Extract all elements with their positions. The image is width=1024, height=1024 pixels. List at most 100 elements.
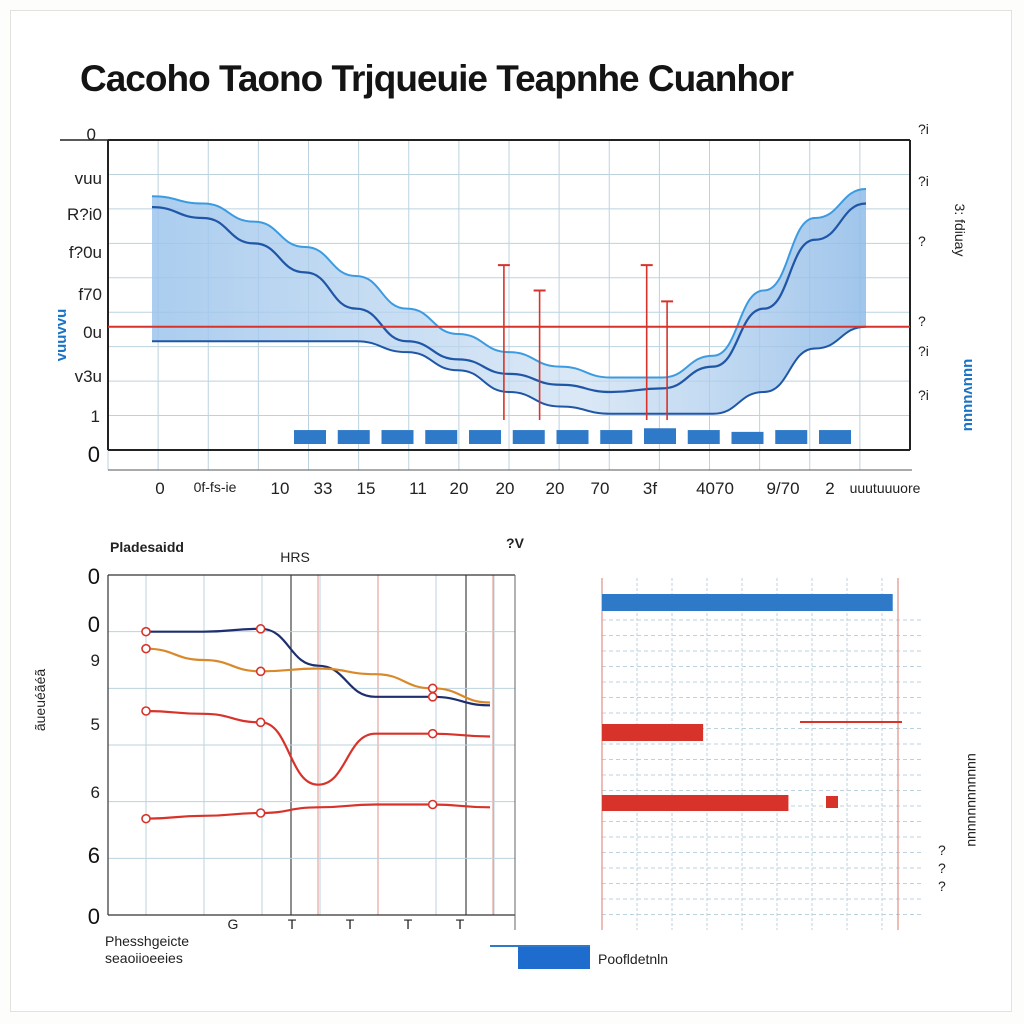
bl-footer-line-1: Phesshgeicte	[105, 933, 189, 949]
bl-chart-axes	[107, 574, 515, 916]
top-line-series	[108, 188, 910, 415]
bl-y-tick-labels: 0 0 9 5 6 6 0	[88, 564, 100, 929]
bl-point	[141, 643, 151, 654]
bl-y-tick: 9	[91, 651, 100, 670]
top-bar	[687, 430, 720, 444]
top-right-tick: ?i	[918, 387, 929, 403]
top-bar	[644, 428, 676, 444]
top-x-tick: 9/70	[766, 479, 799, 498]
top-x-axis-label: uuutuuuore	[850, 480, 921, 496]
top-bar	[556, 430, 589, 444]
br-bar-red-2	[602, 795, 789, 811]
top-area-series	[152, 189, 866, 414]
top-bar	[512, 430, 545, 444]
bl-y-tick: 6	[91, 783, 100, 802]
legend-label: Poofldetnln	[598, 951, 668, 967]
top-y-tick: 0	[87, 125, 96, 144]
bl-point	[255, 624, 266, 634]
bl-point	[255, 717, 266, 728]
top-chart-axes	[60, 139, 911, 451]
bl-point	[427, 728, 438, 739]
bl-footer-line-2: seaoiioeeies	[105, 950, 183, 966]
top-mid-line	[151, 202, 867, 394]
bl-x-tick: G	[228, 916, 239, 932]
bl-y-tick: 0	[88, 564, 100, 589]
bl-point	[427, 799, 438, 810]
bl-point	[427, 683, 438, 694]
top-x-tick: 11	[409, 479, 427, 498]
top-x-tick: 4070	[696, 479, 734, 498]
br-side-marks: ? ? ?	[938, 842, 946, 894]
bl-y-tick: 6	[88, 843, 100, 868]
top-bar	[731, 431, 764, 444]
top-y-tick: 1	[91, 407, 100, 426]
bl-point	[427, 692, 438, 702]
top-x-tick-labels: 0 0f-fs-ie 10 33 15 11 20 20 20 70 3f 40…	[155, 479, 834, 498]
top-bar	[600, 430, 633, 444]
top-x-tick: 3f	[643, 479, 657, 498]
bl-x-tick: T	[404, 916, 413, 932]
top-right-tick: ?	[918, 233, 926, 249]
br-top-label: ?V	[506, 535, 525, 551]
top-bar-series	[294, 428, 851, 444]
top-right-tick: ?	[918, 313, 926, 329]
top-x-tick: 70	[591, 479, 610, 498]
top-bar	[337, 430, 370, 444]
top-right-side-text: 3: fdiuay	[952, 204, 968, 257]
top-bar	[819, 430, 851, 444]
top-bar	[469, 430, 501, 444]
bl-line-series	[141, 624, 491, 824]
top-right-tick: ?i	[918, 121, 929, 137]
top-bar	[425, 430, 458, 444]
top-y-tick: R?i0	[67, 205, 102, 224]
top-x-tick: 0	[155, 479, 164, 498]
top-y-tick: f?0u	[69, 243, 102, 262]
bl-top-label: HRS	[280, 549, 310, 565]
top-x-tick: 15	[357, 479, 376, 498]
top-upper-line	[151, 188, 867, 379]
bl-point	[141, 706, 151, 716]
bl-point	[141, 626, 151, 637]
top-x-tick: 0f-fs-ie	[194, 479, 237, 495]
top-y-axis-label: vuuvvu	[53, 309, 70, 362]
top-y-tick-labels: 0 vuu R?i0 f?0u f70 0u v3u 1 0	[67, 125, 102, 467]
br-y-axis-label: uuuuuuuuuuuu	[965, 753, 981, 846]
top-y-tick: 0u	[83, 323, 102, 342]
bl-y-tick: 0	[88, 904, 100, 929]
top-bar	[294, 430, 326, 444]
bl-chart-title: Pladesaidd	[110, 539, 184, 555]
top-right-tick-labels: ?i ?i ? ? ?i ?i	[918, 121, 929, 403]
bl-point	[255, 666, 266, 677]
top-right-tick: ?i	[918, 343, 929, 359]
top-error-markers	[497, 264, 674, 420]
top-bar	[775, 430, 808, 444]
top-lower-line	[152, 325, 867, 415]
bl-x-tick: T	[346, 916, 355, 932]
top-x-tick: 20	[546, 479, 565, 498]
top-x-tick: 2	[825, 479, 834, 498]
top-y-tick: 0	[88, 442, 100, 467]
top-x-tick: 20	[450, 479, 469, 498]
br-chart-grid	[514, 575, 922, 930]
bl-x-tick: T	[288, 916, 297, 932]
bl-y-axis-label: ãueuéãéã	[32, 669, 48, 732]
top-x-tick: 33	[314, 479, 333, 498]
top-right-axis-label: uuuvuuuu	[960, 359, 977, 431]
legend-swatch	[518, 947, 590, 969]
chart-title: Cacoho Taono Trjqueuie Teapnhe Cuanhor	[80, 58, 794, 99]
br-side-mark: ?	[938, 842, 946, 858]
bl-x-tick-labels: G T T T T	[228, 916, 465, 932]
br-bar-red-marker	[826, 796, 838, 808]
top-x-tick: 20	[496, 479, 515, 498]
br-bar-blue	[602, 594, 893, 611]
chart-frame	[10, 10, 1012, 1012]
br-bar-series	[602, 594, 902, 811]
br-side-mark: ?	[938, 878, 946, 894]
br-side-mark: ?	[938, 860, 946, 876]
top-right-tick: ?i	[918, 173, 929, 189]
bl-point	[141, 813, 151, 824]
bl-y-tick: 0	[88, 612, 100, 637]
top-bar	[381, 430, 414, 444]
top-y-tick: f70	[78, 285, 102, 304]
br-bar-red	[602, 724, 704, 741]
